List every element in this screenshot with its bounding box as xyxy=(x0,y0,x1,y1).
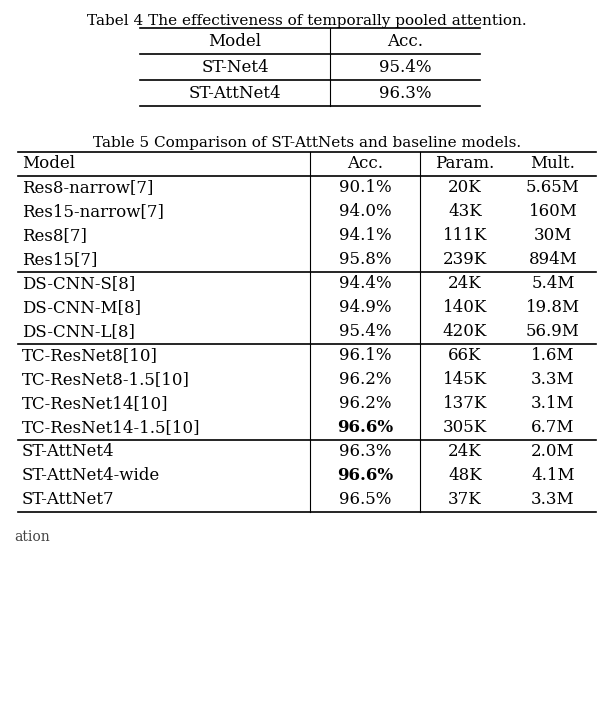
Text: Res8-narrow[7]: Res8-narrow[7] xyxy=(22,180,154,197)
Text: 94.0%: 94.0% xyxy=(339,204,391,220)
Text: TC-ResNet14-1.5[10]: TC-ResNet14-1.5[10] xyxy=(22,420,201,437)
Text: 894M: 894M xyxy=(529,251,577,268)
Text: 5.65M: 5.65M xyxy=(526,180,580,197)
Text: 95.4%: 95.4% xyxy=(339,324,391,340)
Text: 66K: 66K xyxy=(448,347,482,364)
Text: 111K: 111K xyxy=(443,227,487,244)
Text: 96.6%: 96.6% xyxy=(337,468,393,484)
Text: 95.8%: 95.8% xyxy=(339,251,391,268)
Text: DS-CNN-S[8]: DS-CNN-S[8] xyxy=(22,275,135,293)
Text: ST-AttNet4-wide: ST-AttNet4-wide xyxy=(22,468,160,484)
Text: ST-AttNet4: ST-AttNet4 xyxy=(188,84,281,102)
Text: 94.4%: 94.4% xyxy=(339,275,391,293)
Text: DS-CNN-L[8]: DS-CNN-L[8] xyxy=(22,324,135,340)
Text: ST-AttNet4: ST-AttNet4 xyxy=(22,444,115,461)
Text: ation: ation xyxy=(14,530,50,544)
Text: Res15-narrow[7]: Res15-narrow[7] xyxy=(22,204,164,220)
Text: 24K: 24K xyxy=(448,275,482,293)
Text: TC-ResNet8[10]: TC-ResNet8[10] xyxy=(22,347,158,364)
Text: Acc.: Acc. xyxy=(387,32,423,50)
Text: ST-Net4: ST-Net4 xyxy=(201,58,269,76)
Text: 137K: 137K xyxy=(443,395,487,413)
Text: 140K: 140K xyxy=(443,300,487,317)
Text: 20K: 20K xyxy=(448,180,482,197)
Text: Res8[7]: Res8[7] xyxy=(22,227,87,244)
Text: TC-ResNet8-1.5[10]: TC-ResNet8-1.5[10] xyxy=(22,371,190,388)
Text: 1.6M: 1.6M xyxy=(531,347,575,364)
Text: 4.1M: 4.1M xyxy=(531,468,575,484)
Text: Res15[7]: Res15[7] xyxy=(22,251,98,268)
Text: ST-AttNet7: ST-AttNet7 xyxy=(22,491,115,508)
Text: 6.7M: 6.7M xyxy=(531,420,575,437)
Text: 19.8M: 19.8M xyxy=(526,300,580,317)
Text: 239K: 239K xyxy=(443,251,487,268)
Text: 56.9M: 56.9M xyxy=(526,324,580,340)
Text: 48K: 48K xyxy=(448,468,482,484)
Text: Param.: Param. xyxy=(435,156,495,173)
Text: 96.3%: 96.3% xyxy=(339,444,391,461)
Text: 94.9%: 94.9% xyxy=(339,300,391,317)
Text: Tabel 4 The effectiveness of temporally pooled attention.: Tabel 4 The effectiveness of temporally … xyxy=(87,14,527,28)
Text: 3.3M: 3.3M xyxy=(531,371,575,388)
Text: 96.3%: 96.3% xyxy=(379,84,431,102)
Text: 160M: 160M xyxy=(529,204,577,220)
Text: 96.5%: 96.5% xyxy=(339,491,391,508)
Text: 96.2%: 96.2% xyxy=(339,371,391,388)
Text: 145K: 145K xyxy=(443,371,487,388)
Text: 2.0M: 2.0M xyxy=(531,444,575,461)
Text: 420K: 420K xyxy=(443,324,487,340)
Text: 96.2%: 96.2% xyxy=(339,395,391,413)
Text: 30M: 30M xyxy=(534,227,572,244)
Text: 37K: 37K xyxy=(448,491,482,508)
Text: 305K: 305K xyxy=(443,420,487,437)
Text: 95.4%: 95.4% xyxy=(379,58,431,76)
Text: 3.1M: 3.1M xyxy=(531,395,575,413)
Text: Table 5 Comparison of ST-AttNets and baseline models.: Table 5 Comparison of ST-AttNets and bas… xyxy=(93,136,521,150)
Text: Model: Model xyxy=(22,156,75,173)
Text: DS-CNN-M[8]: DS-CNN-M[8] xyxy=(22,300,141,317)
Text: TC-ResNet14[10]: TC-ResNet14[10] xyxy=(22,395,168,413)
Text: 43K: 43K xyxy=(448,204,482,220)
Text: Acc.: Acc. xyxy=(347,156,383,173)
Text: 3.3M: 3.3M xyxy=(531,491,575,508)
Text: 90.1%: 90.1% xyxy=(339,180,391,197)
Text: Model: Model xyxy=(209,32,262,50)
Text: 96.6%: 96.6% xyxy=(337,420,393,437)
Text: 96.1%: 96.1% xyxy=(339,347,391,364)
Text: 24K: 24K xyxy=(448,444,482,461)
Text: 5.4M: 5.4M xyxy=(531,275,575,293)
Text: Mult.: Mult. xyxy=(530,156,575,173)
Text: 94.1%: 94.1% xyxy=(339,227,391,244)
